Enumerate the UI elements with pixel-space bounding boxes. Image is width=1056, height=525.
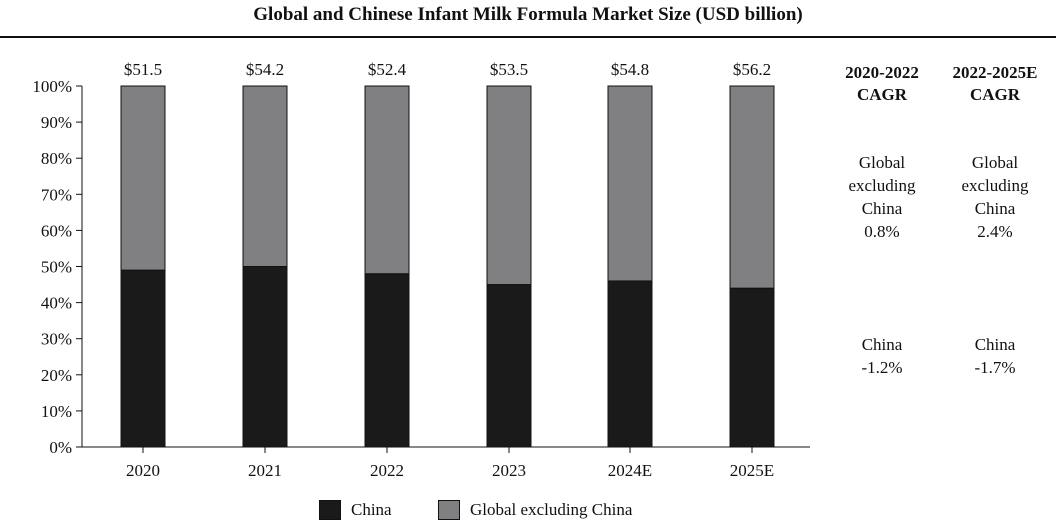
cagr-global-value: 0.8%	[864, 222, 900, 241]
cagr-global-label: excluding	[848, 176, 916, 195]
legend-item-china: China	[319, 500, 392, 520]
cagr-global-label: Global	[971, 153, 1019, 172]
y-tick-label: 50%	[41, 258, 72, 277]
bar-china	[120, 269, 166, 448]
cagr-china-2022-2025e: China -1.7%	[940, 333, 1050, 379]
chart-title: Global and Chinese Infant Milk Formula M…	[253, 4, 803, 25]
bar-global-excluding-china	[729, 85, 775, 289]
bar-china	[242, 266, 288, 448]
cagr-global-2022-2025e: Global excluding China 2.4%	[940, 151, 1050, 243]
legend-swatch-china	[319, 500, 341, 520]
bar-global-excluding-china	[486, 85, 532, 286]
cagr-china-label: China	[861, 335, 903, 354]
title-rule	[0, 36, 1056, 38]
cagr-china-value: -1.2%	[861, 358, 903, 377]
y-tick-label: 60%	[41, 221, 72, 240]
y-tick-label: 70%	[41, 185, 72, 204]
bar-total-label: $54.8	[611, 60, 649, 79]
cagr-header-line1: 2022-2025E	[952, 63, 1038, 82]
legend-swatch-global	[438, 500, 460, 520]
y-tick-label: 20%	[41, 366, 72, 385]
cagr-global-2020-2022: Global excluding China 0.8%	[827, 151, 937, 243]
cagr-global-label: Global	[858, 153, 906, 172]
cagr-china-2020-2022: China -1.2%	[827, 333, 937, 379]
bar-total-label: $56.2	[733, 60, 771, 79]
bar-china	[486, 284, 532, 448]
cagr-header-2022-2025e: 2022-2025E CAGR	[940, 62, 1050, 106]
y-tick-label: 40%	[41, 294, 72, 313]
x-tick-label: 2024E	[608, 461, 652, 480]
cagr-header-2020-2022: 2020-2022 CAGR	[827, 62, 937, 106]
x-tick-label: 2021	[248, 461, 282, 480]
y-tick-label: 0%	[49, 438, 72, 457]
cagr-global-label: excluding	[961, 176, 1029, 195]
cagr-china-label: China	[974, 335, 1016, 354]
cagr-global-label: China	[974, 199, 1016, 218]
bar-global-excluding-china	[607, 85, 653, 282]
bar-global-excluding-china	[364, 85, 410, 275]
chart-labels: 2020 $51.5 2021 $54.2 2022 $52.4 2023 $53.5 2024…	[124, 60, 774, 480]
cagr-global-label: China	[861, 199, 903, 218]
bar-china	[364, 273, 410, 448]
bar-total-label: $51.5	[124, 60, 162, 79]
x-tick-label: 2022	[370, 461, 404, 480]
x-tick-label: 2023	[492, 461, 526, 480]
cagr-header-line2: CAGR	[969, 85, 1021, 104]
bar-total-label: $54.2	[246, 60, 284, 79]
y-tick-label: 80%	[41, 149, 72, 168]
bar-china	[729, 287, 775, 448]
chart-legend: China Global excluding China	[0, 500, 1056, 524]
y-tick-label: 90%	[41, 113, 72, 132]
bar-global-excluding-china	[120, 85, 166, 271]
y-tick-label: 10%	[41, 402, 72, 421]
cagr-global-value: 2.4%	[977, 222, 1013, 241]
legend-label-global-excluding-china: Global excluding China	[470, 500, 633, 519]
legend-item-global-excluding-china: Global excluding China	[438, 500, 632, 520]
cagr-china-value: -1.7%	[974, 358, 1016, 377]
chart-bars	[120, 85, 775, 448]
bar-total-label: $52.4	[368, 60, 407, 79]
bar-total-label: $53.5	[490, 60, 528, 79]
legend-label-china: China	[351, 500, 392, 519]
x-tick-label: 2025E	[730, 461, 774, 480]
bar-china	[607, 280, 653, 448]
x-tick-label: 2020	[126, 461, 160, 480]
y-tick-label: 100%	[32, 77, 72, 96]
y-tick-label: 30%	[41, 330, 72, 349]
chart-axes: 0% 10% 20% 30% 40% 50% 60% 70% 80% 90% 100%	[32, 77, 810, 457]
bar-global-excluding-china	[242, 85, 288, 267]
cagr-header-line1: 2020-2022	[845, 63, 919, 82]
cagr-header-line2: CAGR	[856, 85, 908, 104]
